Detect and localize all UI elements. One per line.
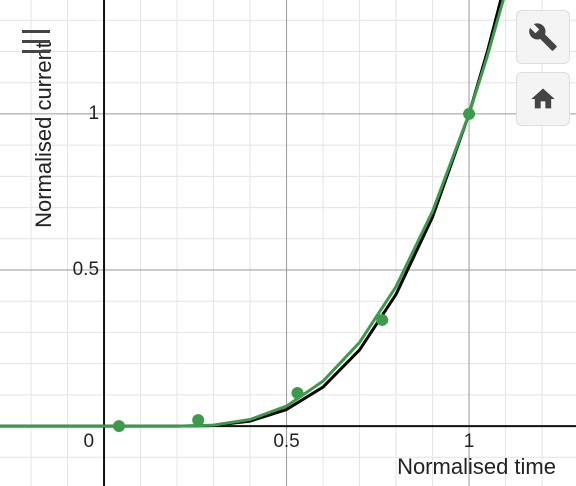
x-tick-label: 0: [83, 431, 94, 452]
y-tick-label: 0.5: [73, 259, 99, 280]
data-point: [463, 107, 476, 120]
y-axis-label: Normalised current: [31, 42, 56, 228]
settings-button[interactable]: [516, 10, 570, 64]
data-point: [291, 386, 304, 399]
wrench-icon: [529, 23, 557, 51]
data-point: [192, 414, 205, 427]
x-tick-label: 0.5: [273, 431, 299, 452]
curve: [0, 0, 503, 428]
menu-icon: [22, 30, 50, 53]
x-axis-label: Normalised time: [397, 454, 556, 479]
y-tick-label: 1: [88, 103, 99, 124]
data-point: [112, 420, 125, 433]
curve: [0, 0, 505, 428]
home-button[interactable]: [516, 72, 570, 126]
plot-area: [0, 0, 505, 433]
home-icon: [531, 88, 555, 109]
x-tick-label: 1: [464, 431, 475, 452]
menu-button[interactable]: [20, 28, 52, 56]
data-point: [376, 313, 389, 326]
